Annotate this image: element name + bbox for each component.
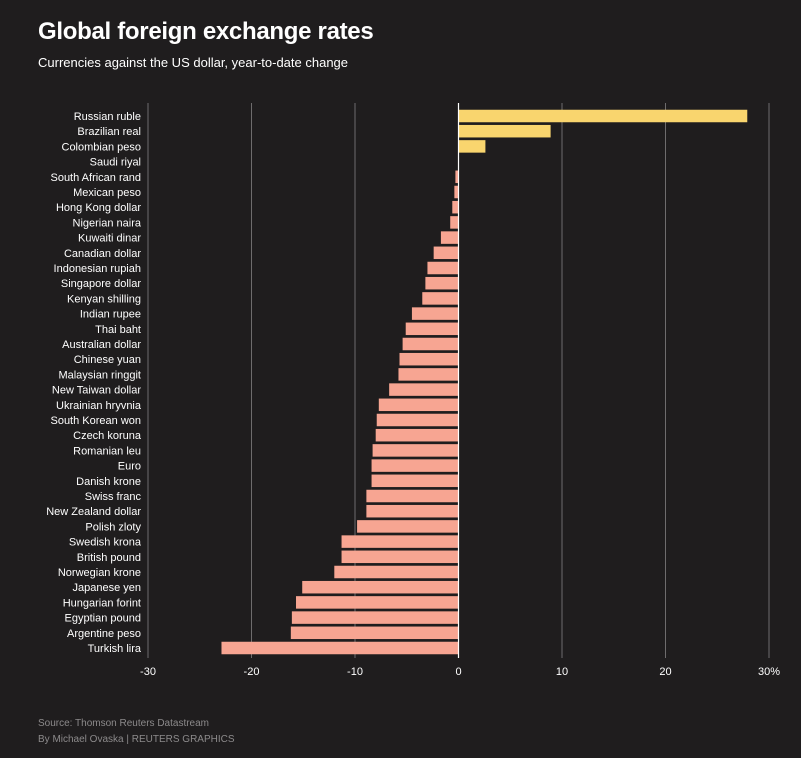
x-tick-label: 10 [556, 666, 568, 678]
category-label: Brazilian real [77, 126, 141, 138]
bar [376, 413, 459, 427]
x-tick-label: -30 [140, 666, 156, 678]
bar [399, 352, 459, 366]
x-tick-label: -20 [244, 666, 260, 678]
bar [433, 246, 459, 260]
category-label: Kenyan shilling [67, 293, 141, 305]
category-label: Argentine peso [67, 628, 141, 640]
category-label: Canadian dollar [64, 248, 141, 260]
bar [357, 520, 459, 533]
bar [405, 322, 459, 336]
bar [398, 368, 459, 381]
x-tick-label: 30% [758, 666, 780, 678]
bar [291, 611, 459, 624]
bar [402, 337, 459, 351]
category-label: Norwegian krone [58, 567, 141, 579]
bar [427, 261, 459, 275]
bar [422, 292, 459, 305]
bar [458, 124, 551, 138]
bar [334, 565, 459, 579]
category-label: New Taiwan dollar [52, 385, 141, 397]
bar [341, 535, 459, 548]
category-label: New Zealand dollar [46, 506, 141, 518]
bar [372, 444, 459, 457]
category-label: Colombian peso [62, 141, 142, 153]
category-label: Turkish lira [88, 643, 142, 655]
category-label: Nigerian naira [73, 217, 142, 229]
category-label: Hong Kong dollar [56, 202, 141, 214]
category-label: Hungarian forint [63, 597, 141, 609]
x-tick-label: 20 [659, 666, 671, 678]
bar [296, 596, 459, 609]
category-label: Euro [118, 461, 141, 473]
category-label: Saudi riyal [90, 157, 141, 169]
category-label: Danish krone [76, 476, 141, 488]
category-label: Chinese yuan [74, 354, 141, 366]
bar [341, 550, 459, 564]
x-tick-label: -10 [347, 666, 363, 678]
category-label: British pound [77, 552, 141, 564]
category-label: Polish zloty [85, 521, 141, 533]
source-note: Source: Thomson Reuters Datastream [38, 718, 210, 729]
bar [440, 231, 459, 244]
category-label: Mexican peso [73, 187, 141, 199]
category-label: Czech koruna [73, 430, 142, 442]
category-label: Swedish krona [69, 537, 142, 549]
bar [302, 580, 459, 594]
bar [371, 474, 459, 488]
bar [371, 459, 459, 472]
category-label: Romanian leu [73, 445, 141, 457]
bar [458, 140, 486, 153]
bar-chart: -30 -20 -10 0 10 20 30% Russian ruble Brazilian … [46, 103, 780, 678]
category-label: South Korean won [50, 415, 141, 427]
bar [454, 185, 459, 199]
bar [221, 641, 459, 655]
byline: By Michael Ovaska | REUTERS GRAPHICS [38, 734, 235, 745]
bar [455, 170, 459, 184]
category-label: Singapore dollar [61, 278, 141, 290]
category-label: Australian dollar [62, 339, 141, 351]
x-tick-label: 0 [455, 666, 461, 678]
chart-subtitle: Currencies against the US dollar, year-t… [38, 55, 349, 70]
category-label: Thai baht [95, 324, 141, 336]
bar [378, 398, 459, 412]
chart-title: Global foreign exchange rates [38, 18, 374, 45]
category-label: Russian ruble [74, 111, 141, 123]
bar [425, 276, 459, 290]
bar [450, 216, 459, 229]
category-label: Indian rupee [80, 309, 141, 321]
bar [452, 200, 459, 214]
bar [290, 626, 459, 640]
bar [411, 307, 459, 320]
category-label: Egyptian pound [65, 613, 141, 625]
category-label: South African rand [50, 172, 141, 184]
bar [366, 504, 459, 518]
category-label: Malaysian ringgit [58, 369, 141, 381]
category-label: Swiss franc [85, 491, 142, 503]
bar [389, 383, 459, 396]
bar [366, 489, 459, 503]
category-label: Indonesian rupiah [54, 263, 141, 275]
category-label: Japanese yen [73, 582, 142, 594]
bar [458, 109, 748, 123]
category-label: Kuwaiti dinar [78, 233, 141, 245]
category-label: Ukrainian hryvnia [56, 400, 142, 412]
bar [375, 428, 459, 442]
